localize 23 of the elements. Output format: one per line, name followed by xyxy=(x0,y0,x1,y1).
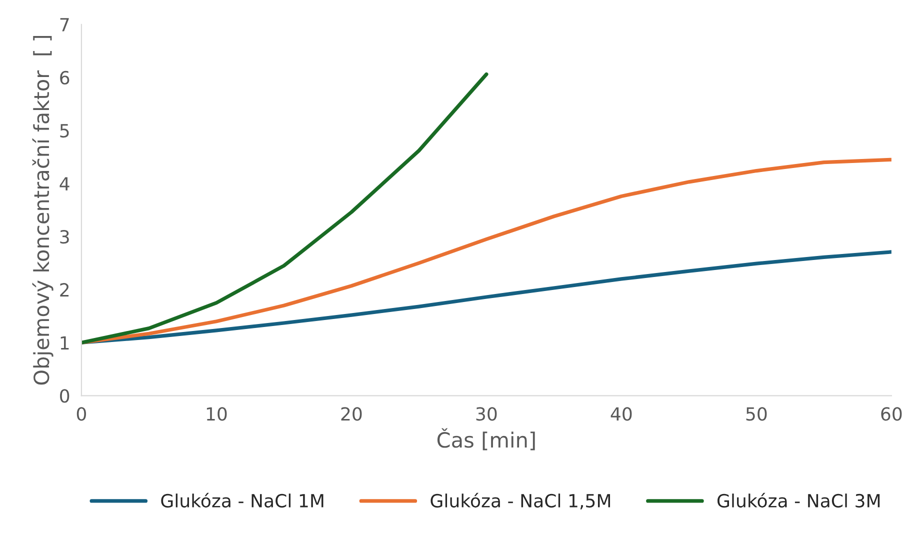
y-tick-label: 6 xyxy=(60,70,70,85)
x-axis-title: Čas [min] xyxy=(437,428,535,450)
y-axis-title: Objemový koncentrační faktor [ ] xyxy=(32,36,54,385)
legend-label: Glukóza - NaCl 1M xyxy=(161,492,324,508)
y-tick-label: 2 xyxy=(60,283,69,296)
y-tick-label: 0 xyxy=(60,389,70,403)
line-series xyxy=(81,158,892,344)
y-tick-label: 4 xyxy=(60,177,70,190)
line-series xyxy=(81,72,488,344)
y-tick-label: 3 xyxy=(60,230,69,244)
line-series xyxy=(81,250,892,344)
x-tick-label: 30 xyxy=(476,407,497,421)
y-tick-label: 7 xyxy=(60,18,69,32)
x-tick-label: 20 xyxy=(341,407,362,421)
x-tick-label: 0 xyxy=(76,407,86,421)
x-tick-label: 50 xyxy=(746,407,767,421)
x-tick-label: 40 xyxy=(610,407,632,421)
legend-label: Glukóza - NaCl 1,5M xyxy=(430,492,610,510)
legend-label: Glukóza - NaCl 3M xyxy=(718,492,880,508)
x-tick-label: 60 xyxy=(881,407,902,421)
y-tick-label: 5 xyxy=(60,124,69,138)
y-tick-label: 1 xyxy=(60,336,69,350)
x-tick-label: 10 xyxy=(206,407,227,421)
